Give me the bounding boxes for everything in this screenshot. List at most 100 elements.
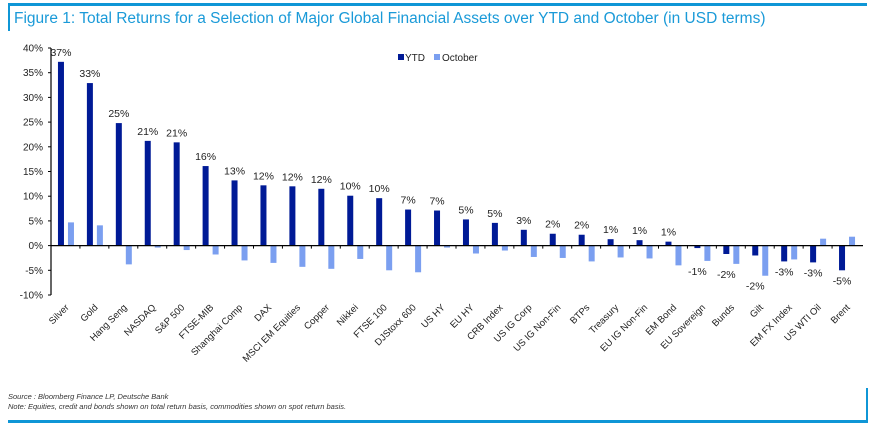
legend-label-october: October (442, 53, 478, 64)
bar-ytd-6 (231, 180, 238, 246)
bar-october-19 (617, 245, 624, 258)
legend: YTD October (398, 53, 478, 64)
bar-october-0 (67, 222, 74, 246)
left-rule (8, 3, 10, 31)
bar-october-8 (299, 245, 306, 267)
category-label: Brent (829, 302, 853, 326)
bar-ytd-10 (347, 195, 354, 246)
bar-october-23 (733, 245, 740, 264)
data-label-ytd: -1% (688, 266, 707, 278)
bar-ytd-1 (86, 83, 93, 246)
method-note: Note: Equities, credit and bonds shown o… (8, 402, 347, 411)
y-axis: -10% -5% 0% 5% 10% 15% 20% 25% 30% 35% 40% (20, 44, 52, 302)
bar-ytd-9 (318, 188, 325, 246)
category-label: Gilt (748, 302, 766, 320)
bar-ytd-20 (636, 240, 643, 246)
bar-october-5 (212, 245, 219, 255)
bar-october-7 (270, 245, 277, 263)
category-label: Silver (47, 302, 72, 327)
category-label: US HY (419, 302, 448, 331)
category-label: DAX (252, 302, 274, 324)
data-label-ytd: 21% (166, 127, 187, 139)
bar-ytd-4 (173, 142, 180, 246)
bar-october-26 (820, 238, 827, 246)
bar-october-6 (241, 245, 248, 261)
data-label-ytd: 16% (195, 151, 216, 163)
data-label-ytd: 10% (340, 181, 361, 193)
source-note: Source : Bloomberg Finance LP, Deutsche … (8, 392, 169, 401)
y-tick-label: 15% (23, 167, 43, 178)
bar-october-9 (328, 245, 335, 269)
bar-ytd-22 (694, 245, 701, 249)
bars: 37% 33% 25% 21% 21% 16% 13% 12% 12% 12% 10% 10% 7% 7%… (50, 47, 856, 293)
data-label-ytd: 21% (137, 126, 158, 138)
data-label-ytd: -2% (717, 269, 736, 281)
bar-october-20 (646, 245, 653, 259)
bar-october-24 (762, 245, 769, 276)
y-tick-label: 35% (23, 68, 43, 79)
category-label: BTPs (568, 302, 592, 326)
bar-ytd-17 (549, 233, 556, 246)
figure-title: Figure 1: Total Returns for a Selection … (14, 10, 766, 27)
data-label-ytd: 2% (574, 220, 589, 232)
y-tick-label: 5% (29, 216, 44, 227)
right-rule (866, 388, 868, 422)
y-tick-label: 20% (23, 142, 43, 153)
bar-ytd-23 (723, 245, 730, 254)
y-tick-label: 10% (23, 192, 43, 203)
category-label: Nikkei (335, 302, 361, 328)
bar-ytd-5 (202, 166, 209, 246)
y-tick-label: 25% (23, 118, 43, 129)
bar-october-17 (559, 245, 566, 258)
data-label-ytd: 25% (108, 108, 129, 120)
data-label-ytd: 1% (603, 224, 618, 236)
bar-october-21 (675, 245, 682, 266)
data-label-ytd: 7% (429, 196, 444, 208)
legend-swatch-ytd (398, 54, 404, 60)
data-label-ytd: 33% (79, 68, 100, 80)
bar-october-10 (357, 245, 364, 259)
data-label-ytd: -5% (833, 275, 852, 287)
top-rule (8, 3, 867, 6)
bar-october-22 (704, 245, 711, 261)
y-tick-label: 30% (23, 93, 43, 104)
data-label-ytd: 2% (545, 219, 560, 231)
bar-ytd-8 (289, 186, 296, 246)
bar-ytd-25 (781, 245, 788, 262)
data-label-ytd: -2% (746, 281, 765, 293)
data-label-ytd: 12% (311, 174, 332, 186)
data-label-ytd: 1% (632, 225, 647, 237)
data-label-ytd: -3% (775, 266, 794, 278)
data-label-ytd: 13% (224, 165, 245, 177)
bar-ytd-24 (752, 245, 759, 256)
category-label: Shanghai Comp (189, 302, 245, 358)
bar-october-15 (501, 245, 508, 251)
data-label-ytd: 12% (253, 170, 274, 182)
bar-ytd-21 (665, 241, 672, 246)
bar-october-14 (472, 245, 479, 254)
legend-label-ytd: YTD (405, 53, 425, 64)
bar-october-12 (415, 245, 422, 273)
bar-ytd-26 (810, 245, 817, 263)
bar-ytd-13 (434, 210, 441, 246)
category-label: Copper (302, 302, 332, 332)
bar-ytd-2 (115, 123, 122, 246)
data-label-ytd: 10% (369, 183, 390, 195)
bar-october-13 (444, 245, 451, 248)
bar-october-4 (183, 245, 190, 251)
bar-ytd-0 (57, 61, 64, 246)
bar-ytd-15 (491, 222, 498, 246)
data-label-ytd: 12% (282, 171, 303, 183)
bar-october-18 (588, 245, 595, 262)
data-label-ytd: 1% (661, 227, 676, 239)
bottom-rule (8, 420, 868, 423)
data-label-ytd: 7% (401, 195, 416, 207)
bar-october-2 (125, 245, 132, 265)
data-label-ytd: -3% (804, 267, 823, 279)
bar-october-11 (386, 245, 393, 271)
bar-october-1 (96, 225, 103, 246)
data-label-ytd: 5% (487, 208, 502, 220)
bar-ytd-12 (405, 209, 412, 246)
y-tick-label: 40% (23, 44, 43, 55)
